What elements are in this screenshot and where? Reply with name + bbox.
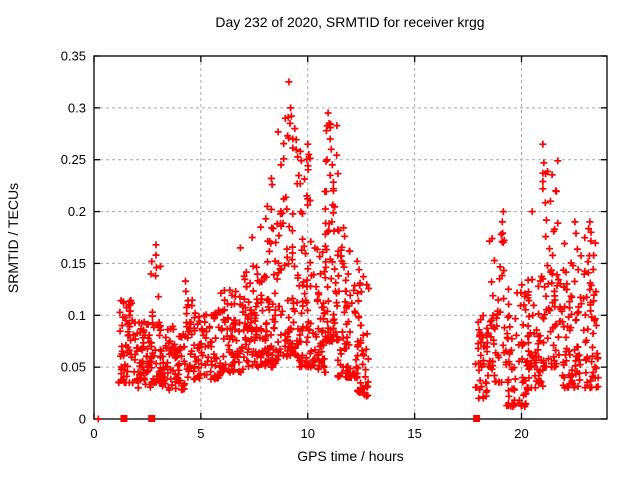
x-tick-label: 0 <box>90 426 97 441</box>
x-tick-label: 10 <box>301 426 315 441</box>
y-tick-label: 0.15 <box>61 256 86 271</box>
plot-border <box>93 55 608 420</box>
x-tick-label: 5 <box>197 426 204 441</box>
y-tick-label: 0 <box>79 412 86 427</box>
y-axis-label: SRMTID / TECUs <box>5 182 21 294</box>
chart-title: Day 232 of 2020, SRMTID for receiver krg… <box>215 14 485 30</box>
y-tick-label: 0.2 <box>68 204 86 219</box>
x-tick-label: 20 <box>514 426 528 441</box>
y-tick-label: 0.35 <box>61 49 86 64</box>
y-tick-label: 0.1 <box>68 308 86 323</box>
scatter-points <box>94 78 602 423</box>
y-tick-label: 0.25 <box>61 152 86 167</box>
x-axis-label: GPS time / hours <box>297 448 404 464</box>
axis-flag-marker <box>473 415 481 422</box>
y-tick-label: 0.05 <box>61 360 86 375</box>
y-tick-label: 0.3 <box>68 100 86 115</box>
x-tick-label: 15 <box>407 426 421 441</box>
axis-flag-marker <box>120 415 128 422</box>
axis-flag-marker <box>148 415 156 422</box>
